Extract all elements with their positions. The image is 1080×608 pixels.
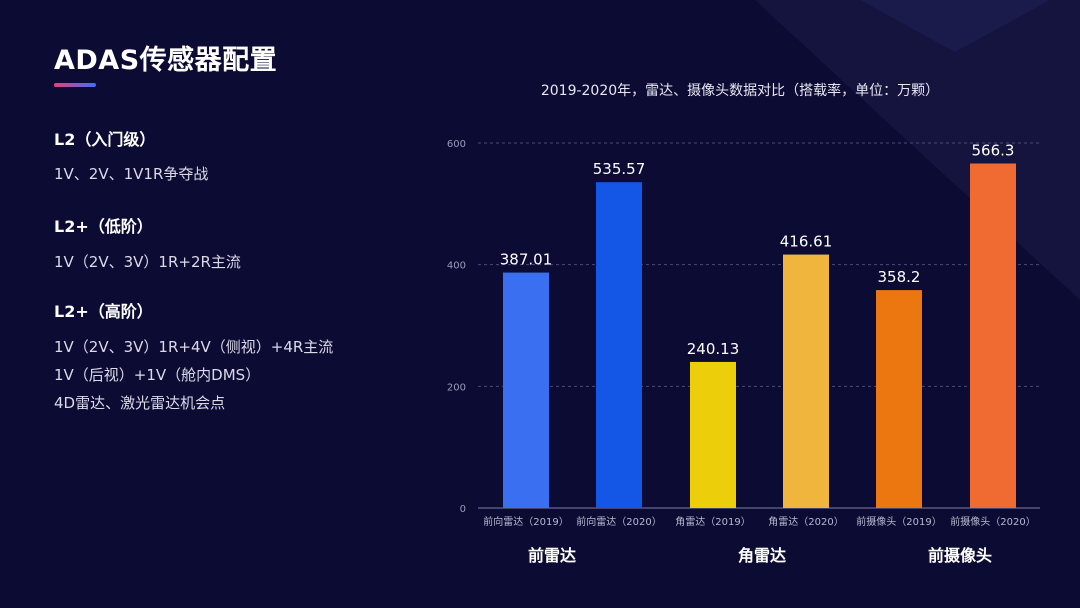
x-tick-label-1: 前向雷达（2020） — [576, 515, 661, 528]
x-tick-label-2: 角雷达（2019） — [675, 516, 750, 528]
level-l2-line-1: 1V、2V、1V1R争夺战 — [54, 165, 209, 183]
level-heading-l2: L2（入门级） — [54, 130, 156, 149]
level-heading-l2plus-low: L2+（低阶） — [54, 217, 153, 236]
bar-4 — [876, 290, 922, 508]
bar-value-label-3: 416.61 — [780, 233, 833, 251]
bar-value-label-1: 535.57 — [593, 160, 646, 178]
level-l2plus-high-line-2: 1V（后视）+1V（舱内DMS） — [54, 366, 261, 384]
y-tick-label-400: 400 — [447, 261, 466, 272]
bar-2 — [690, 361, 736, 508]
group-label-front-radar: 前雷达 — [527, 546, 576, 565]
level-l2plus-low-line-1: 1V（2V、3V）1R+2R主流 — [54, 253, 241, 271]
bar-0 — [503, 272, 549, 508]
bar-value-label-2: 240.13 — [687, 340, 740, 358]
bar-3 — [783, 254, 829, 508]
x-tick-label-0: 前向雷达（2019） — [483, 515, 568, 528]
level-heading-l2plus-high: L2+（高阶） — [54, 302, 153, 321]
x-tick-label-4: 前摄像头（2019） — [856, 515, 941, 528]
y-tick-label-600: 600 — [447, 139, 466, 150]
bar-1 — [596, 182, 642, 508]
chart-title: 2019-2020年，雷达、摄像头数据对比（搭载率，单位：万颗） — [540, 83, 940, 99]
y-tick-label-0: 0 — [460, 504, 466, 515]
x-tick-label-5: 前摄像头（2020） — [950, 515, 1035, 528]
group-label-front-camera: 前摄像头 — [927, 546, 992, 565]
x-tick-label-3: 角雷达（2020） — [768, 516, 843, 528]
level-l2plus-high-line-1: 1V（2V、3V）1R+4V（侧视）+4R主流 — [54, 338, 334, 356]
bar-value-label-4: 358.2 — [878, 268, 921, 286]
bar-5 — [970, 163, 1016, 508]
bar-value-label-5: 566.3 — [972, 142, 1015, 160]
bar-value-label-0: 387.01 — [500, 251, 553, 269]
y-tick-label-200: 200 — [447, 382, 466, 393]
title-underline — [54, 83, 96, 87]
level-l2plus-high-line-3: 4D雷达、激光雷达机会点 — [54, 394, 226, 412]
page-title: ADAS传感器配置 — [54, 45, 278, 76]
group-label-corner-radar: 角雷达 — [737, 546, 786, 565]
